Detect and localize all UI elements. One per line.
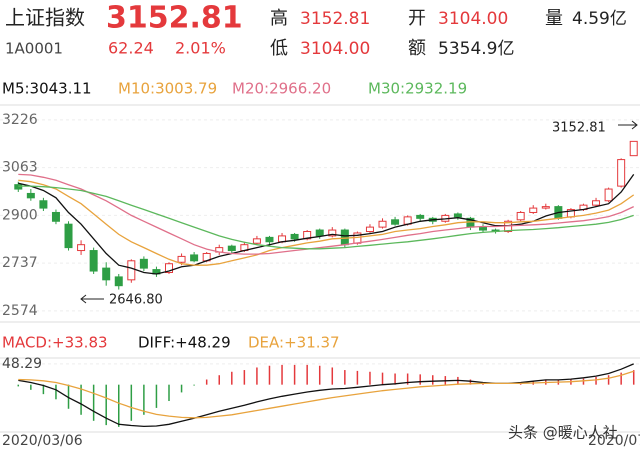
candle-body — [617, 159, 626, 187]
diff-label: DIFF:+48.29 — [138, 334, 231, 352]
dea-label: DEA:+31.37 — [248, 334, 340, 352]
candle-body — [479, 226, 487, 231]
y-tick-label: 2900 — [2, 207, 38, 223]
candle-body — [378, 220, 387, 228]
ma10-label: M10:3003.79 — [118, 80, 217, 98]
candle-body — [14, 184, 23, 190]
candle-body — [529, 207, 538, 213]
candle-body — [51, 211, 60, 222]
open: 3104.00 — [438, 9, 508, 29]
min-annotation: 2646.80 — [109, 293, 163, 308]
candle-body — [64, 223, 73, 249]
candle-body — [629, 140, 638, 157]
candle-body — [416, 214, 425, 219]
volume: 4.59亿 — [572, 9, 627, 29]
index-name: 上证指数 — [5, 6, 85, 30]
date-label: 2020/07/0 — [588, 433, 640, 449]
ma30-label: M30:2932.19 — [368, 80, 467, 98]
candle-body — [592, 200, 601, 206]
line-m20 — [18, 173, 634, 255]
candle-body — [328, 229, 337, 237]
y-tick-label: 48.29 — [2, 356, 42, 372]
high-label: 高 — [270, 8, 288, 29]
candle-body — [453, 213, 462, 218]
candle-body — [340, 229, 349, 246]
candle-body — [165, 263, 173, 274]
volume-label: 量 — [545, 8, 563, 29]
line-m30 — [18, 185, 634, 250]
candle-body — [26, 192, 35, 199]
candle-body — [516, 211, 525, 221]
candle-body — [290, 233, 299, 240]
high: 3152.81 — [300, 9, 370, 29]
low: 3104.00 — [300, 39, 370, 59]
candle-body — [102, 267, 111, 281]
y-tick-label: 3063 — [2, 160, 38, 176]
candle-body — [114, 276, 123, 287]
candle-body — [391, 219, 400, 225]
line-m10 — [18, 179, 635, 266]
max-annotation: 3152.81 — [552, 121, 606, 136]
candle-body — [89, 250, 98, 272]
candle-body — [365, 226, 374, 233]
candle-body — [190, 254, 199, 262]
ma5-label: M5:3043.11 — [2, 80, 92, 98]
price: 3152.81 — [106, 1, 243, 36]
macd-label: MACD:+33.83 — [2, 334, 108, 352]
line-dea — [18, 370, 634, 419]
watermark: 头条 @暖心人社 — [508, 424, 618, 442]
y-tick-label: 2574 — [2, 303, 38, 319]
arrow-head — [631, 120, 638, 130]
change-pct: 2.01% — [175, 39, 226, 58]
change: 62.24 — [108, 39, 154, 58]
date-label: 2020/03/06 — [2, 433, 83, 449]
candle-body — [139, 258, 148, 269]
candle-body — [541, 206, 550, 209]
arrow-head — [80, 294, 87, 304]
candle-body — [265, 236, 274, 243]
ma20-label: M20:2966.20 — [232, 80, 331, 98]
candle-body — [252, 238, 261, 244]
line-diff — [18, 363, 634, 428]
code: 1A0001 — [5, 40, 63, 58]
y-tick-label: 2737 — [2, 255, 38, 271]
candle-body — [227, 245, 236, 252]
candle-body — [77, 244, 86, 252]
candle-body — [127, 260, 136, 281]
candle-body — [177, 255, 186, 263]
open-label: 开 — [408, 8, 426, 29]
candle-body — [315, 229, 324, 237]
candle-body — [39, 200, 48, 209]
amount: 5354.9亿 — [438, 39, 514, 59]
y-tick-label: 3226 — [2, 112, 38, 128]
candle-body — [604, 188, 613, 202]
low-label: 低 — [270, 38, 288, 59]
amount-label: 额 — [408, 38, 426, 59]
